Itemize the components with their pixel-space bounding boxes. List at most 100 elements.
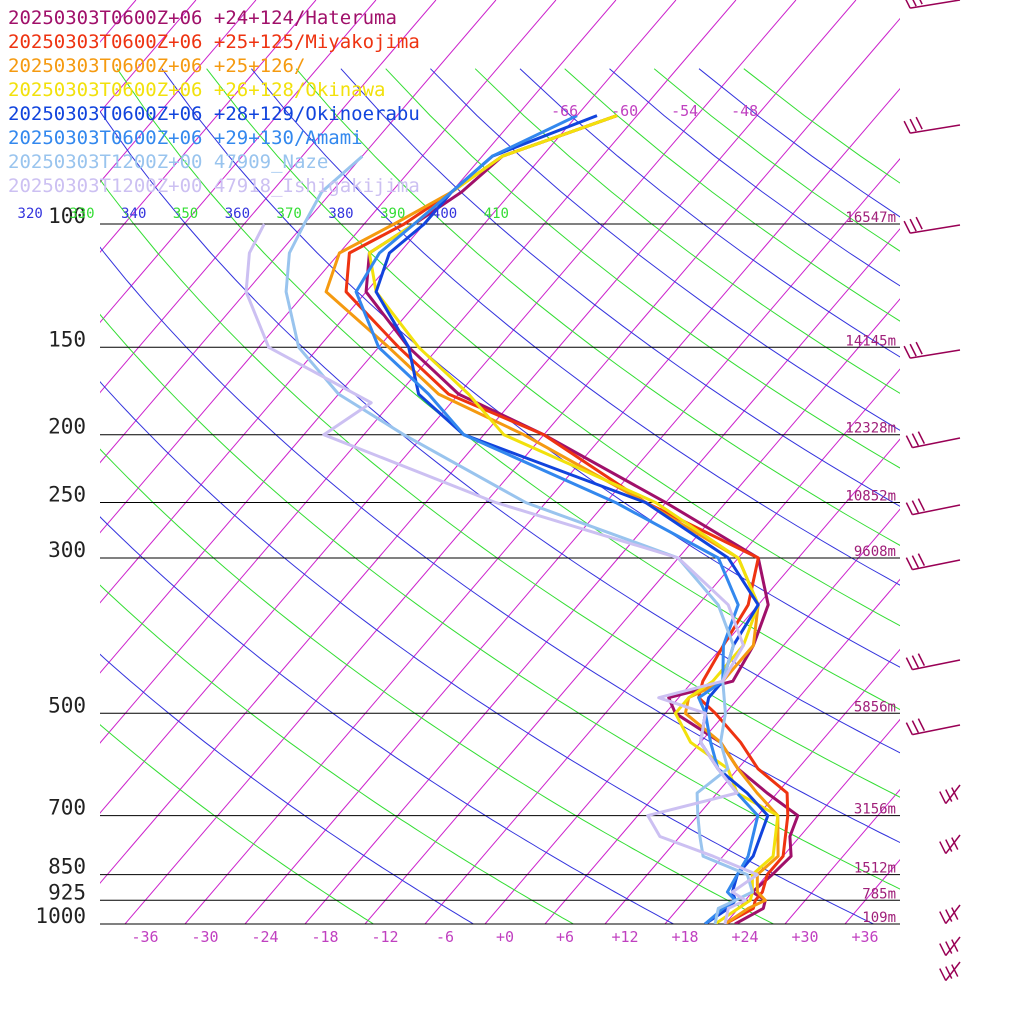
isotherm-line xyxy=(100,0,377,324)
wind-barb-flag xyxy=(917,653,926,666)
wind-barb-flag xyxy=(945,966,953,979)
wind-barb xyxy=(912,559,961,571)
isotherm-line xyxy=(100,0,257,183)
isotherm-line xyxy=(965,0,1024,924)
wind-barb-flag xyxy=(911,720,920,733)
wind-barb-flag xyxy=(917,553,926,566)
wind-barb xyxy=(912,724,961,736)
pressure-label: 200 xyxy=(48,415,86,439)
dry-adiabat-line xyxy=(100,246,900,844)
dry-adiabat-line xyxy=(100,110,900,754)
series-line xyxy=(364,114,800,924)
wind-barb-flag xyxy=(951,907,959,920)
dry-adiabat-line xyxy=(206,68,900,627)
dry-adiabat-line xyxy=(385,68,900,469)
height-label: 5856m xyxy=(854,699,896,715)
isotherm-line xyxy=(424,368,900,924)
isotherm-line xyxy=(100,0,617,604)
wind-barb-flag xyxy=(911,555,920,568)
temperature-tick-label: +24 xyxy=(731,928,758,946)
isotherm-line xyxy=(100,0,677,674)
height-label: 9608m xyxy=(854,544,896,560)
isotherm-line xyxy=(100,0,737,744)
wind-barb-flag xyxy=(951,787,959,800)
temperature-tick-label: +18 xyxy=(671,928,698,946)
wind-barb-flag xyxy=(915,116,923,130)
dry-adiabat-line xyxy=(251,68,900,586)
series-line xyxy=(344,114,790,924)
theta-label: 380 xyxy=(328,206,353,222)
wind-barb-flag xyxy=(945,789,953,802)
isotherm-line xyxy=(484,438,900,924)
wind-barb xyxy=(945,936,961,957)
temperature-tick-label: -6 xyxy=(436,928,454,946)
wind-barb-flag xyxy=(951,964,959,977)
wind-barb-flag xyxy=(915,216,923,230)
dry-adiabat-line xyxy=(100,724,375,924)
wind-barb-flag xyxy=(903,220,911,234)
wind-barb xyxy=(910,349,961,359)
wind-barb-flag xyxy=(915,341,923,355)
legend-entry: 20250303T0600Z+06 +25+126/ xyxy=(8,55,305,77)
legend-entry: 20250303T0600Z+06 +25+125/Miyakojima xyxy=(8,31,420,53)
legend-entry: 20250303T1200Z+00 47918_Ishigakijima xyxy=(8,175,420,197)
theta-label: 410 xyxy=(484,206,509,222)
temperature-tick-label: -36 xyxy=(131,928,158,946)
wind-barb xyxy=(945,784,961,805)
upper-temperature-label: -48 xyxy=(731,102,758,120)
wind-barb-flag xyxy=(912,0,917,7)
isotherm-line xyxy=(544,508,900,924)
wind-barb xyxy=(945,961,961,982)
legend-entry: 20250303T1200Z+00 47909_Naze xyxy=(8,151,328,173)
upper-temperature-label: -60 xyxy=(611,102,638,120)
wind-barb-flag xyxy=(903,345,911,359)
isotherm-line xyxy=(304,228,900,924)
theta-label: 350 xyxy=(173,206,198,222)
dry-adiabat-line xyxy=(100,448,775,924)
dry-adiabat-line xyxy=(653,68,900,252)
wind-barb-flag xyxy=(911,655,920,668)
wind-barb xyxy=(912,437,961,449)
wind-barb xyxy=(912,504,961,516)
isotherm-line xyxy=(844,858,900,924)
wind-barb-flag xyxy=(905,0,911,9)
isotherm-line xyxy=(124,17,900,924)
wind-barb-flag xyxy=(951,939,959,952)
wind-barb-flag xyxy=(945,941,953,954)
temperature-tick-label: +12 xyxy=(611,928,638,946)
isotherm-line xyxy=(364,298,900,924)
theta-label: 340 xyxy=(121,206,146,222)
wind-barb-flag xyxy=(909,343,917,357)
temperature-tick-label: +36 xyxy=(851,928,878,946)
temperature-tick-label: -24 xyxy=(251,928,278,946)
wind-barb-flag xyxy=(939,911,947,924)
theta-label: 330 xyxy=(69,206,94,222)
height-label: 785m xyxy=(862,886,896,902)
isotherm-line xyxy=(100,0,317,254)
dry-adiabat-line xyxy=(340,68,900,507)
theta-label: 370 xyxy=(277,206,302,222)
pressure-label: 300 xyxy=(48,538,86,562)
legend-entry: 20250303T0600Z+06 +29+130/Amami xyxy=(8,127,363,149)
wind-barb-flag xyxy=(917,718,926,731)
wind-barb-flag xyxy=(951,837,959,850)
wind-barb xyxy=(912,659,961,671)
wind-barb-flag xyxy=(939,968,947,981)
isotherm-line xyxy=(100,0,437,394)
wind-barb-flag xyxy=(911,500,920,513)
isotherm-line xyxy=(100,0,857,884)
sounding-profiles xyxy=(244,114,800,924)
isotherm-line xyxy=(664,648,900,924)
legend: 20250303T0600Z+06 +24+124/Hateruma202503… xyxy=(8,7,420,197)
legend-entry: 20250303T0600Z+06 +28+129/Okinoerabu xyxy=(8,103,420,125)
wind-barb xyxy=(910,124,961,134)
dry-adiabat-line xyxy=(100,516,675,924)
height-label: 109m xyxy=(862,910,896,926)
isotherm-line xyxy=(244,158,900,924)
temperature-tick-label: -18 xyxy=(311,928,338,946)
isotherm-line xyxy=(724,718,900,924)
isotherm-line xyxy=(100,0,497,464)
isotherm-line xyxy=(604,578,900,924)
